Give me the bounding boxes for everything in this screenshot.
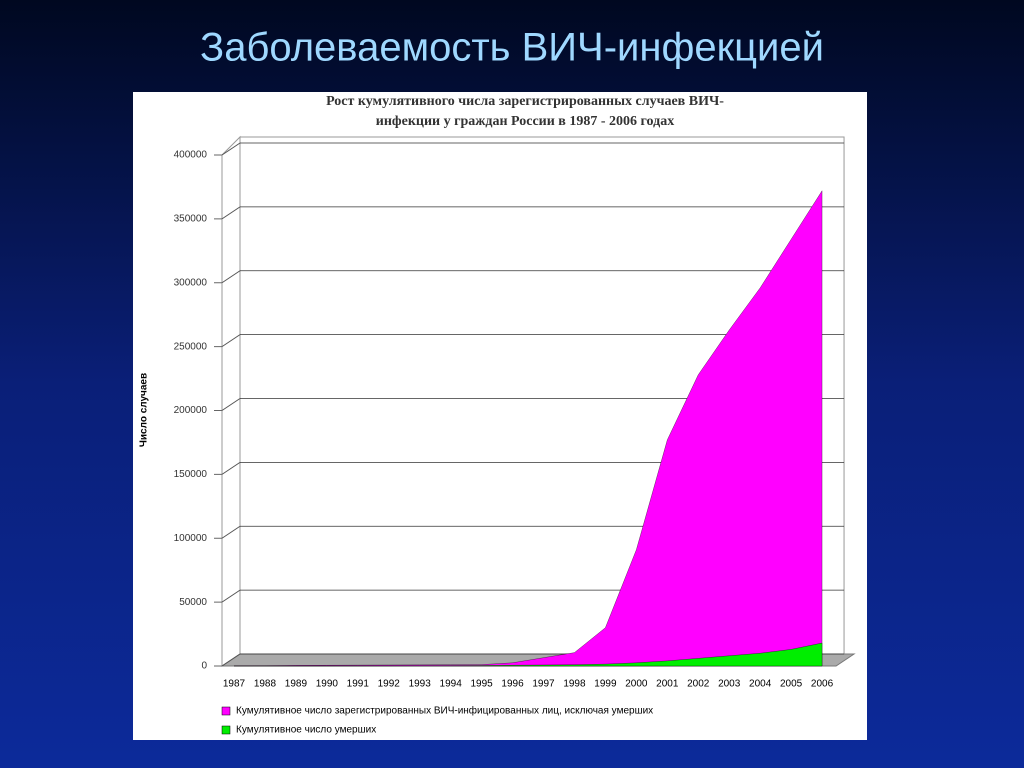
area	[233, 190, 823, 667]
wall-tick	[221, 142, 241, 156]
y-tick-label: 50000	[179, 597, 207, 608]
wall-tick	[221, 334, 241, 348]
wall-tick	[221, 525, 241, 539]
x-tick-label: 2006	[811, 679, 834, 690]
y-tick-label: 250000	[174, 341, 208, 352]
wall-tick	[221, 270, 241, 284]
x-tick-label: 2003	[718, 679, 741, 690]
x-tick-label: 1999	[594, 679, 617, 690]
y-tick-label: 300000	[174, 277, 208, 288]
y-tick-label: 100000	[174, 533, 208, 544]
y-tick-label: 400000	[174, 150, 208, 161]
y-tick-label: 350000	[174, 214, 208, 225]
x-tick-label: 2004	[749, 679, 772, 690]
x-tick-label: 2000	[625, 679, 648, 690]
x-tick-label: 1987	[223, 679, 246, 690]
wall-tick	[221, 206, 241, 220]
x-tick-label: 1997	[532, 679, 555, 690]
x-tick-label: 1991	[347, 679, 370, 690]
area	[233, 642, 823, 667]
chart-title: Рост кумулятивного числа зарегистрирован…	[326, 94, 724, 109]
y-tick-label: 0	[201, 661, 207, 672]
wall-tick	[221, 398, 241, 411]
slide-title: Заболеваемость ВИЧ-инфекцией	[200, 26, 824, 70]
x-tick-label: 1989	[285, 679, 308, 690]
y-tick-label: 200000	[174, 405, 208, 416]
x-tick-label: 1994	[440, 679, 463, 690]
y-tick-label: 150000	[174, 469, 208, 480]
legend-label: Кумулятивное число зарегистрированных ВИ…	[236, 705, 653, 717]
x-tick-label: 1992	[378, 679, 401, 690]
wall-tick	[221, 653, 241, 667]
x-tick-label: 1998	[563, 679, 586, 690]
legend-label: Кумулятивное число умерших	[236, 725, 376, 736]
x-tick-label: 1993	[409, 679, 432, 690]
x-tick-label: 1990	[316, 679, 339, 690]
x-tick-label: 2001	[656, 679, 679, 690]
wall-tick	[221, 461, 241, 475]
left-wall	[221, 135, 241, 667]
x-tick-label: 2005	[780, 679, 803, 690]
wall-tick	[221, 589, 241, 603]
legend-swatch	[221, 725, 231, 735]
x-tick-label: 1995	[470, 679, 493, 690]
x-tick-label: 2002	[687, 679, 710, 690]
y-axis-label: Число случаев	[139, 373, 150, 447]
x-tick-label: 1988	[254, 679, 277, 690]
legend-swatch	[221, 706, 231, 716]
x-tick-label: 1996	[501, 679, 524, 690]
chart-title: инфекции у граждан России в 1987 - 2006 …	[376, 114, 674, 129]
